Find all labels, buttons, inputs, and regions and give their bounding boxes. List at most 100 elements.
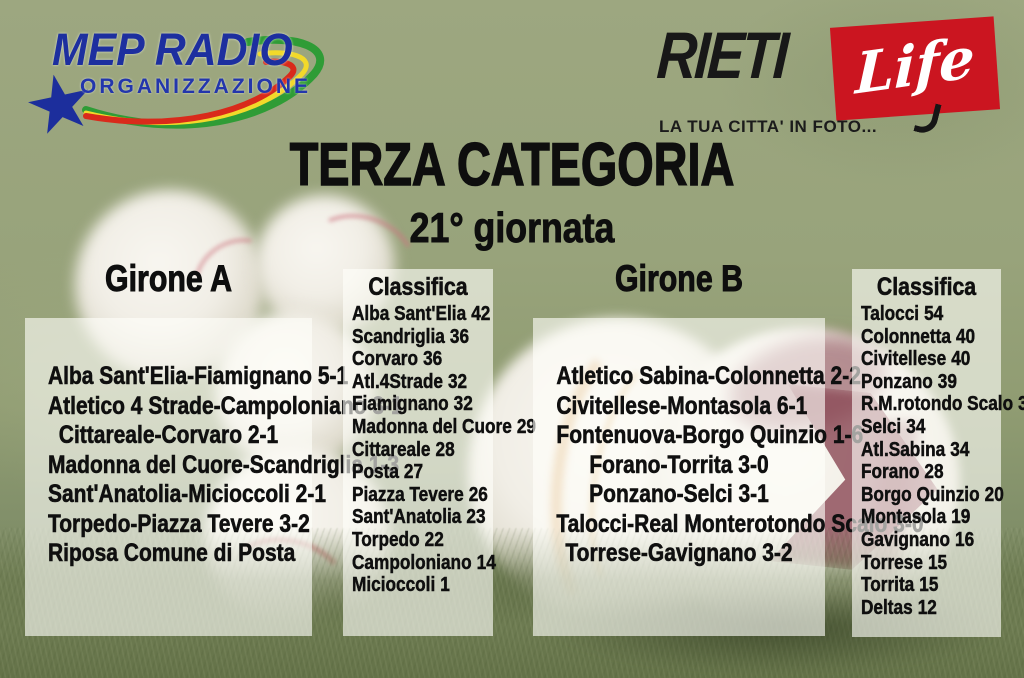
team-points: 16 (955, 527, 975, 551)
life-wordmark: Life (854, 23, 976, 108)
team-name: Forano (861, 460, 920, 484)
standings-row: Sant'Anatolia 23 (352, 505, 486, 529)
team-points: 34 (950, 437, 970, 461)
match-result: Torrese-Gavignano 3-2 (565, 539, 793, 568)
team-points: 28 (435, 437, 455, 461)
match-result: Madonna del Cuore-Scandriglia 1-3 (47, 450, 400, 479)
team-points: 15 (919, 573, 939, 597)
match-result: Forano-Torrita 3-0 (589, 450, 769, 479)
rieti-wordmark: RIETI (655, 18, 789, 92)
team-points: 32 (447, 369, 468, 393)
match-result: Civitellese-Montasola 6-1 (556, 391, 808, 420)
match-result: Torpedo-Piazza Tevere 3-2 (47, 509, 310, 538)
matchday-subtitle: 21° giornata (409, 204, 615, 251)
standings-row: Atl.Sabina 34 (861, 437, 979, 462)
standings-row: Deltas 12 (861, 595, 979, 620)
team-points: 36 (423, 347, 443, 371)
team-name: Sant'Anatolia (352, 505, 462, 529)
team-name: Gavignano (861, 527, 950, 551)
team-name: Torrese (861, 550, 923, 574)
life-red-box: Life (829, 16, 1001, 121)
team-name: Civitellese (861, 347, 947, 371)
standings-row: Colonnetta 40 (861, 324, 979, 349)
rieti-tagline: LA TUA CITTA' IN FOTO... (659, 117, 878, 136)
girone-b-results-list: Atletico Sabina-Colonnetta 2-2 Civitelles… (533, 362, 924, 569)
team-points: 26 (468, 482, 489, 506)
girone-a-results-box: Alba Sant'Elia-Fiamignano 5-1 Atletico 4 … (25, 318, 403, 636)
team-name: R.M.rotondo Scalo (861, 392, 1014, 416)
classifica-b-heading: Classifica (876, 273, 977, 301)
team-name: Atl.Sabina (861, 437, 946, 461)
team-points: 40 (955, 324, 976, 348)
team-points: 34 (906, 414, 926, 438)
girone-a-standings-box: Classifica Alba Sant'Elia 42 Scandriglia 36… (343, 269, 536, 636)
team-name: Scandriglia (352, 324, 445, 348)
mep-radio-name: MEP RADIO (52, 24, 293, 75)
standings-row: Scandriglia 36 (352, 324, 470, 349)
standings-row: Torrita 15 (861, 573, 979, 597)
team-points: 15 (927, 550, 948, 574)
standings-row: Borgo Quinzio 20 (861, 482, 1004, 507)
standings-row: Gavignano 16 (861, 527, 979, 552)
team-name: Talocci (861, 302, 920, 325)
match-result: Alba Sant'Elia-Fiamignano 5-1 (47, 362, 349, 391)
team-points: 37 (1018, 392, 1024, 415)
match-result: Talocci-Real Monterotondo Scalo 3-0 (556, 509, 924, 538)
team-points: 42 (471, 302, 491, 325)
standings-row: Talocci 54 (861, 302, 979, 326)
mep-radio-subname: ORGANIZZAZIONE (80, 75, 311, 98)
swoosh-icon (82, 35, 325, 129)
team-name: Cittareale (352, 437, 431, 461)
team-points: 40 (951, 347, 971, 371)
team-name: Fiamignano (352, 392, 449, 416)
mep-radio-logo: MEP RADIO ORGANIZZAZIONE (28, 12, 340, 150)
rieti-life-logo: RIETI Life LA TUA CITTA' IN FOTO... (655, 16, 1005, 143)
team-points: 39 (937, 369, 958, 393)
standings-row: Corvaro 36 (352, 347, 470, 371)
team-name: Micioccoli (352, 573, 436, 597)
team-name: Borgo Quinzio (861, 482, 980, 506)
match-result: Sant'Anatolia-Micioccoli 2-1 (47, 480, 327, 509)
team-name: Selci (861, 414, 902, 438)
standings-row: Selci 34 (861, 414, 979, 439)
girone-b-heading: Girone B (614, 258, 744, 300)
classifica-b-rows: Talocci 54 Colonnetta 40 Civitellese 40 Ponzan… (852, 302, 1024, 620)
standings-row: Torpedo 22 (352, 527, 470, 552)
standings-row: Posta 27 (352, 460, 470, 484)
standings-row: Fiamignano 32 (352, 392, 473, 416)
team-name: Torpedo (352, 527, 420, 551)
match-result: Riposa Comune di Posta (47, 539, 296, 568)
standings-row: Micioccoli 1 (352, 573, 470, 597)
standings-row: Forano 28 (861, 460, 979, 484)
classifica-a-rows: Alba Sant'Elia 42 Scandriglia 36 Corvaro 36 At… (343, 302, 536, 597)
girone-a-results-list: Alba Sant'Elia-Fiamignano 5-1 Atletico 4 … (25, 362, 403, 569)
team-name: Deltas (861, 595, 913, 619)
team-name: Madonna del Cuore (352, 414, 512, 438)
girone-b-results-box: Atletico Sabina-Colonnetta 2-2 Civitelles… (533, 318, 924, 636)
team-points: 29 (516, 414, 537, 438)
team-name: Atl.4Strade (352, 369, 443, 393)
team-points: 12 (917, 595, 938, 619)
team-name: Montasola (861, 505, 947, 529)
girone-a-heading: Girone A (105, 258, 233, 300)
team-points: 28 (924, 460, 944, 484)
team-points: 23 (466, 505, 486, 529)
team-name: Posta (352, 460, 399, 484)
team-name: Alba Sant'Elia (352, 302, 467, 325)
team-points: 1 (440, 573, 450, 597)
team-points: 22 (424, 527, 444, 551)
standings-row: Alba Sant'Elia 42 (352, 302, 491, 326)
standings-row: Cittareale 28 (352, 437, 470, 462)
standings-row: Civitellese 40 (861, 347, 979, 371)
team-name: Ponzano (861, 369, 933, 393)
team-name: Piazza Tevere (352, 482, 464, 506)
standings-row: Atl.4Strade 32 (352, 369, 470, 394)
team-points: 32 (453, 392, 473, 416)
standings-row: Piazza Tevere 26 (352, 482, 488, 507)
team-points: 54 (924, 302, 944, 325)
team-points: 27 (403, 460, 424, 484)
girone-b-standings-box: Classifica Talocci 54 Colonnetta 40 Civitell… (852, 269, 1024, 637)
team-name: Colonnetta (861, 324, 951, 348)
standings-row: Montasola 19 (861, 505, 979, 529)
